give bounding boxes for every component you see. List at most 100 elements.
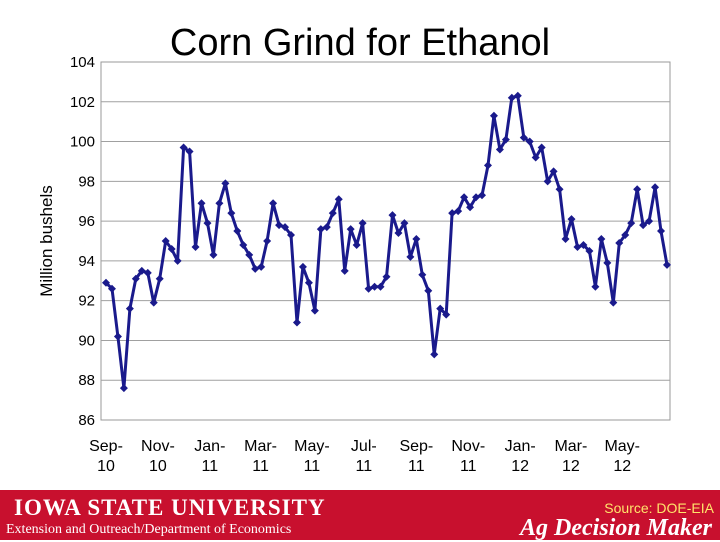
chart: 86 88 90 92 94 96 98 100 102 104 Sep- 10 Nov- 10 Jan-…: [37, 54, 671, 475]
data-point-marker: [436, 304, 445, 313]
data-point-marker: [233, 227, 242, 236]
data-point-marker: [418, 270, 427, 279]
data-point-marker: [489, 111, 498, 120]
data-point-marker: [227, 209, 236, 218]
data-point-marker: [460, 193, 469, 202]
data-point-marker: [310, 306, 319, 315]
x-tick-label: Nov-: [141, 438, 175, 455]
data-point-marker: [519, 133, 528, 142]
data-point-marker: [537, 143, 546, 152]
department-label: Extension and Outreach/Department of Eco…: [6, 522, 292, 537]
data-point-marker: [155, 274, 164, 283]
x-tick-label: 11: [408, 458, 425, 475]
data-point-marker: [149, 298, 158, 307]
data-point-marker: [125, 304, 134, 313]
data-point-marker: [555, 185, 564, 194]
data-point-marker: [304, 278, 313, 287]
x-tick-label: 12: [613, 458, 631, 475]
x-tick-label: May-: [604, 438, 640, 455]
data-point-marker: [185, 147, 194, 156]
data-point-marker: [597, 235, 606, 244]
data-point-marker: [245, 250, 254, 259]
data-point-marker: [173, 256, 182, 265]
data-point-marker: [131, 274, 140, 283]
x-tick-label: Sep-: [89, 438, 123, 455]
x-tick-label: 12: [562, 458, 580, 475]
y-tick-label: 94: [78, 253, 95, 270]
data-point-marker: [615, 238, 624, 247]
y-tick-label: 104: [70, 54, 95, 71]
data-point-marker: [525, 137, 534, 146]
data-point-marker: [627, 219, 636, 228]
data-point-marker: [167, 244, 176, 253]
data-point-marker: [370, 282, 379, 291]
data-point-marker: [346, 225, 355, 234]
y-tick-label: 98: [78, 173, 95, 190]
data-point-marker: [663, 260, 671, 269]
data-point-marker: [442, 310, 451, 319]
x-tick-label: Mar-: [554, 438, 587, 455]
data-point-marker: [561, 235, 570, 244]
x-tick-label: Jan-: [505, 438, 536, 455]
data-point-marker: [221, 179, 230, 188]
plot-area: [100, 61, 671, 421]
data-point-marker: [209, 250, 218, 259]
data-point-marker: [501, 135, 510, 144]
data-point-marker: [579, 240, 588, 249]
series-line: [102, 91, 671, 393]
x-tick-label: 11: [252, 458, 269, 475]
y-tick-label: 100: [70, 134, 95, 151]
data-point-marker: [621, 231, 630, 240]
data-point-marker: [239, 240, 248, 249]
data-point-marker: [287, 231, 296, 240]
x-tick-label: Jul-: [351, 438, 377, 455]
x-tick-label: May-: [294, 438, 330, 455]
x-tick-label: Sep-: [399, 438, 433, 455]
y-tick-label: 92: [78, 293, 95, 310]
brand-label: Ag Decision Maker: [520, 515, 712, 541]
y-tick-label: 90: [78, 332, 95, 349]
footer-bar: IOWA STATE UNIVERSITY Extension and Outr…: [0, 490, 720, 541]
x-tick-label: 10: [97, 458, 115, 475]
data-point-marker: [388, 211, 397, 220]
data-point-marker: [102, 278, 110, 287]
x-tick-label: 11: [304, 458, 321, 475]
chart-title: Corn Grind for Ethanol: [169, 22, 551, 64]
y-tick-label: 96: [78, 213, 95, 230]
data-point-marker: [179, 143, 188, 152]
data-point-marker: [382, 272, 391, 281]
data-point-marker: [107, 284, 116, 293]
y-tick-label: 86: [78, 412, 95, 429]
data-point-marker: [197, 199, 206, 208]
data-point-marker: [639, 221, 648, 230]
data-point-marker: [466, 203, 475, 212]
data-point-marker: [334, 195, 343, 204]
data-point-marker: [567, 215, 576, 224]
x-tick-label: Jan-: [194, 438, 225, 455]
data-point-marker: [191, 242, 200, 251]
data-point-marker: [340, 266, 349, 275]
data-point-marker: [651, 183, 660, 192]
data-point-marker: [424, 286, 433, 295]
data-point-marker: [645, 217, 654, 226]
data-point-marker: [585, 246, 594, 255]
data-point-marker: [633, 185, 642, 194]
data-point-marker: [454, 207, 463, 216]
data-point-marker: [400, 219, 409, 228]
data-point-marker: [358, 219, 367, 228]
data-point-marker: [591, 282, 600, 291]
x-tick-label: 10: [149, 458, 167, 475]
x-tick-label: Nov-: [451, 438, 485, 455]
data-point-marker: [394, 229, 403, 238]
x-tick-label: 11: [356, 458, 373, 475]
y-tick-label: 88: [78, 372, 95, 389]
data-point-marker: [376, 282, 385, 291]
data-point-marker: [263, 237, 272, 245]
data-point-marker: [161, 237, 170, 245]
data-point-marker: [352, 240, 361, 249]
data-point-marker: [495, 145, 504, 154]
data-point-marker: [412, 235, 421, 244]
data-point-marker: [257, 262, 266, 271]
data-point-marker: [513, 91, 522, 100]
data-point-marker: [406, 252, 415, 261]
